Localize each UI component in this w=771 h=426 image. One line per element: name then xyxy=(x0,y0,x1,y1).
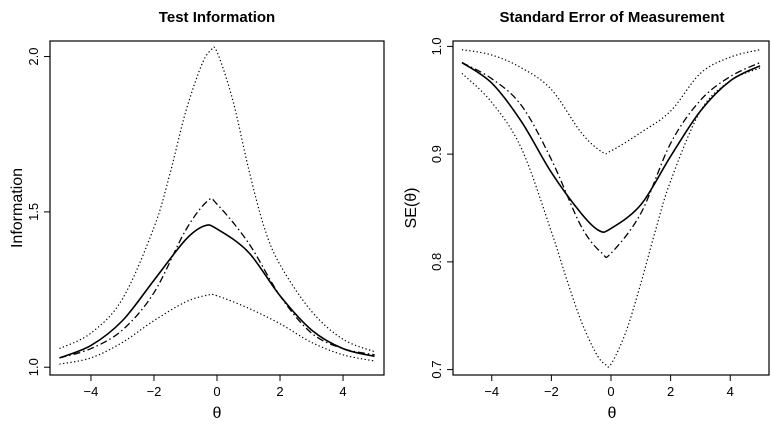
series-line-dotted xyxy=(461,49,761,155)
series-line-solid xyxy=(461,61,761,233)
x-tick-label: 4 xyxy=(339,384,346,399)
x-tick-label: 4 xyxy=(727,384,734,399)
series-lines xyxy=(461,49,761,368)
x-tick-label: 0 xyxy=(213,384,220,399)
x-tick-label: −2 xyxy=(147,384,162,399)
plot-frame xyxy=(49,40,385,376)
y-tick-label: 1.0 xyxy=(429,37,444,55)
y-tick-label: 0.7 xyxy=(429,361,444,379)
y-axis-label: SE(θ) xyxy=(403,188,420,229)
series-lines xyxy=(59,46,375,365)
axis-ticks: −4 −2 0 2 4 1.0 1.5 2.0 xyxy=(26,47,347,399)
x-tick-label: −4 xyxy=(84,384,99,399)
series-line-dashdot xyxy=(461,61,761,259)
chart-title: Standard Error of Measurement xyxy=(499,9,724,26)
chart-title: Test Information xyxy=(159,9,275,26)
axis-ticks: −4 −2 0 2 4 0.7 0.8 0.9 1.0 xyxy=(429,37,734,399)
y-tick-label: 1.0 xyxy=(26,358,41,376)
x-tick-label: 2 xyxy=(667,384,674,399)
series-line-dotted xyxy=(59,46,375,353)
plot-frame xyxy=(452,40,770,376)
x-tick-label: 0 xyxy=(607,384,614,399)
y-tick-label: 1.5 xyxy=(26,203,41,221)
x-axis-label: θ xyxy=(608,405,617,422)
y-axis-label: Information xyxy=(9,168,26,248)
series-line-dotted xyxy=(59,293,375,365)
series-line-dotted xyxy=(461,67,761,368)
y-tick-label: 0.8 xyxy=(429,253,444,271)
x-tick-label: −2 xyxy=(544,384,559,399)
test-information-panel: Test Information θ Information −4 −2 0 2 4 1.… xyxy=(9,9,385,422)
y-tick-label: 0.9 xyxy=(429,145,444,163)
standard-error-panel: Standard Error of Measurement θ SE(θ) −4… xyxy=(403,9,770,422)
x-tick-label: 2 xyxy=(276,384,283,399)
series-line-solid xyxy=(59,224,375,359)
x-tick-label: −4 xyxy=(484,384,499,399)
x-axis-label: θ xyxy=(213,405,222,422)
y-tick-label: 2.0 xyxy=(26,47,41,65)
